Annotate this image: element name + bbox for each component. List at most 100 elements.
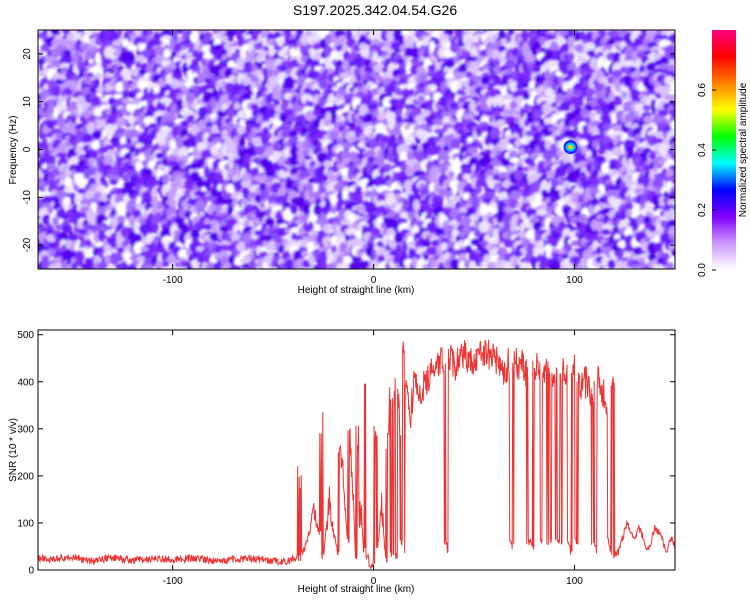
heatmap-cell [69,156,80,167]
heatmap-cell [462,173,472,180]
heatmap-cell [570,239,579,247]
heatmap-cell [122,38,129,48]
heatmap-cell [98,200,106,208]
heatmap-cell [219,37,228,44]
heatmap-cell [496,119,508,126]
heatmap-cell [105,71,111,78]
heatmap-cell [597,56,605,70]
heatmap-cell [193,190,207,197]
heatmap-cell [567,52,575,63]
heatmap-cell [592,140,600,149]
snr-y-tick-label: 100 [17,518,34,529]
heatmap-cell [335,199,343,212]
heatmap-cell [47,174,55,183]
heatmap-cell [493,58,501,68]
heatmap-cell [422,263,430,269]
heatmap-cell [405,134,416,146]
heatmap-cell [348,261,361,269]
heatmap-cell [231,174,240,182]
heatmap-cell [369,259,380,268]
heatmap-cell [664,93,675,101]
heatmap-cell [588,183,601,190]
heatmap-cell [279,113,288,123]
heatmap-y-tick-label: -20 [22,237,33,252]
heatmap-cell [383,163,392,169]
heatmap-cell [220,256,229,266]
heatmap-cell [608,30,621,37]
heatmap-cell [407,211,416,220]
heatmap-cell [475,70,483,78]
heatmap-cell [318,262,328,269]
heatmap-cell [104,254,112,264]
heatmap-cell [658,109,669,117]
heatmap-cell [580,108,589,118]
heatmap-cell [664,75,675,85]
heatmap-cell [210,223,218,234]
heatmap-cell [502,108,515,118]
heatmap-cell [591,148,598,159]
heatmap-cell [116,30,123,36]
heatmap-cell [423,253,430,261]
heatmap-cell [161,173,170,184]
heatmap-cell [62,197,72,205]
heatmap-cell [312,118,321,128]
snr-series-line [38,339,675,569]
heatmap-cell [448,171,455,179]
peak-core [568,144,574,150]
heatmap-cell [195,178,206,188]
heatmap-cell [480,75,492,86]
heatmap-cell [243,64,254,74]
heatmap-cell [121,240,129,248]
heatmap-cell [47,205,53,214]
snr-y-tick-label: 500 [17,330,34,341]
heatmap-cell [252,175,265,182]
heatmap-cell [51,216,60,226]
heatmap-cell [639,64,646,73]
heatmap-cell [264,217,275,227]
heatmap-cell [343,255,352,264]
heatmap-cell [98,261,109,269]
heatmap-cell [542,149,554,162]
heatmap-cell [423,239,431,248]
heatmap-cell [630,89,643,103]
heatmap-cell [323,160,333,168]
colorbar-tick-label: 0.4 [697,143,708,157]
heatmap-cell [134,233,143,243]
heatmap-cell [555,37,566,45]
heatmap-cell [46,162,57,172]
heatmap-cell [232,265,242,269]
heatmap-cell [216,110,227,118]
heatmap-cell [239,119,246,126]
heatmap-cell [347,136,359,143]
heatmap-cell [364,149,376,159]
heatmap-cell [377,254,386,264]
heatmap-cell [600,246,612,255]
heatmap-cell [169,198,176,210]
heatmap-cell [48,263,60,269]
heatmap-cell [515,82,525,90]
heatmap-cell [348,213,357,222]
heatmap-cell [519,262,530,269]
heatmap-cell [492,75,502,83]
heatmap-cell [115,252,124,263]
heatmap-cell [326,169,334,176]
heatmap-cell [209,219,221,226]
heatmap-cell [563,244,573,253]
heatmap-cell [666,261,675,269]
heatmap-cell [598,184,605,191]
heatmap-cell [620,209,627,221]
snr-y-tick-label: 0 [28,566,34,577]
heatmap-cell [322,217,328,227]
heatmap-y-tick-label: 10 [22,96,33,108]
heatmap-cell [137,80,149,90]
heatmap-cell [446,30,454,36]
heatmap-cell [658,63,672,70]
heatmap-cell [330,206,337,214]
heatmap-cell [93,78,100,87]
heatmap-cell [276,227,289,237]
heatmap-cell [143,264,154,269]
heatmap-cell [74,130,85,139]
heatmap-x-tick-label: 100 [566,275,583,286]
heatmap-cell [445,72,455,81]
